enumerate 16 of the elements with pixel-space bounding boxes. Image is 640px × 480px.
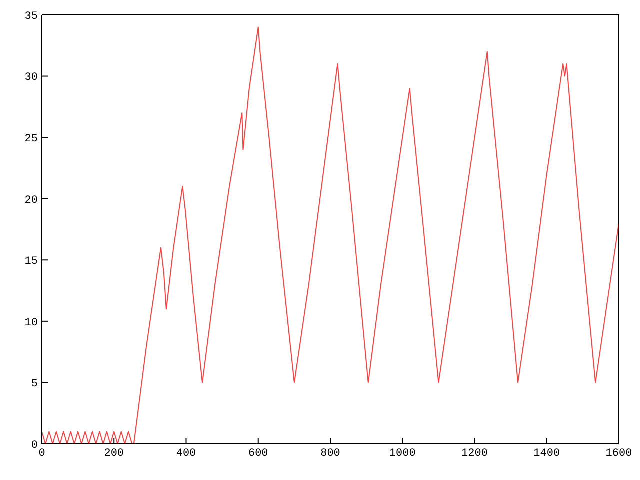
y-tick-label: 25 [24,133,38,146]
x-tick-label: 400 [176,448,196,460]
y-tick-label: 35 [24,10,38,23]
y-tick-label: 20 [24,194,38,207]
y-tick-label: 5 [31,378,38,391]
y-tick-label: 15 [24,256,38,268]
x-tick-label: 1000 [389,448,416,460]
y-tick-label: 30 [24,72,38,84]
x-tick-label: 1400 [534,448,560,460]
x-tick-label: 1600 [606,448,632,460]
x-tick-label: 200 [104,448,124,460]
x-tick-label: 1200 [462,448,488,460]
x-tick-label: 600 [248,448,268,460]
x-tick-label: 800 [320,448,340,460]
y-tick-label: 10 [24,317,38,330]
y-tick-label: 0 [31,440,38,452]
